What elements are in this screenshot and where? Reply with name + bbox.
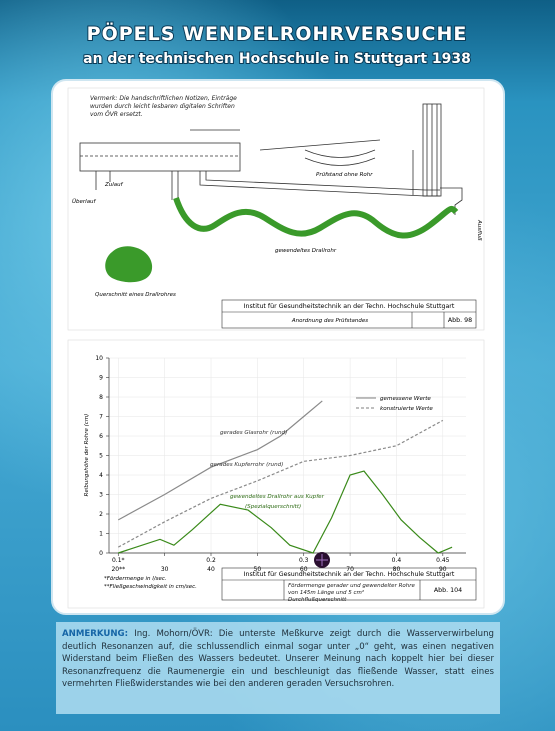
- label: Zulauf: [104, 182, 124, 188]
- label: gewendeltes Drallrohr: [275, 248, 337, 254]
- annotation: gerades Glasrohr (rund): [220, 430, 287, 436]
- x-tick-label: 90: [439, 566, 447, 573]
- label: Prüfstand ohne Rohr: [316, 172, 373, 178]
- note-panel: [56, 622, 500, 714]
- y-tick-label: 7: [99, 414, 103, 421]
- note-text: Ing. Mohorn/ÖVR: Die unterste Meßkurve z…: [62, 629, 494, 690]
- y-tick-label: 3: [99, 492, 103, 499]
- remark: Vermerk: Die handschriftlichen Notizen, …: [90, 95, 237, 118]
- note: **Fließgeschwindigkeit in cm/sec.: [104, 584, 197, 590]
- diagram-frame: [67, 87, 485, 331]
- note: *Fördermenge in l/sec.: [104, 576, 167, 582]
- marker-cross: [316, 554, 328, 566]
- subtitle: an der technischen Hochschule in Stuttga…: [83, 51, 471, 67]
- y-axis-label: Reibungshöhe der Rohre (cm): [84, 414, 90, 497]
- note-label: ANMERKUNG:: [62, 629, 129, 639]
- x2-tick-label: 0.3: [299, 557, 309, 564]
- chart: 0 1 2 3 4 5 6 7 8 9 10 20** 30 40 50 60 70 80 90 0.1* 0.2 0.3…: [95, 355, 466, 573]
- figure: Abb. 104: [434, 587, 462, 594]
- label: Querschnitt eines Drallrohres: [95, 292, 176, 298]
- annotation: (Spezialquerschnitt): [245, 504, 301, 510]
- y-tick-label: 10: [95, 355, 103, 362]
- cross-section: [105, 246, 153, 283]
- y-tick-label: 9: [99, 375, 103, 382]
- y-tick-label: 5: [99, 453, 103, 460]
- coil-pipe: [173, 197, 459, 239]
- y-tick-label: 4: [99, 472, 103, 479]
- x2-tick-label: 0.1*: [112, 557, 125, 564]
- x-tick-label: 60: [300, 566, 308, 573]
- label: Überlauf: [72, 198, 97, 205]
- y-tick-label: 2: [99, 511, 103, 518]
- x-tick-label: 50: [254, 566, 262, 573]
- y-tick-label: 0: [99, 550, 103, 557]
- x2-tick-label: 0.4: [392, 557, 402, 564]
- x-tick-label: 80: [393, 566, 401, 573]
- x-tick-label: 40: [207, 566, 215, 573]
- card: [51, 79, 505, 615]
- series-line: [117, 400, 323, 521]
- note: ANMERKUNG: Ing. Mohorn/ÖVR: Die unterste…: [62, 628, 494, 691]
- caption: Anordnung des Prüfstandes: [291, 318, 368, 324]
- x-tick-label: 70: [346, 566, 354, 573]
- figure: Abb. 98: [448, 317, 472, 324]
- series-line: [117, 419, 444, 548]
- annotation: gerades Kupferrohr (rund): [210, 462, 283, 468]
- series-line: [118, 470, 453, 554]
- x-tick-label: 30: [161, 566, 169, 573]
- x-tick-label: 20**: [111, 566, 125, 573]
- legend-label: gemessene Werte: [380, 396, 431, 402]
- x2-tick-label: 0.45: [436, 557, 450, 564]
- x2-tick-label: 0.2: [206, 557, 216, 564]
- annotation: gewendeltes Drallrohr aus Kupfer: [230, 494, 325, 500]
- title: PÖPELS WENDELROHRVERSUCHE: [87, 21, 468, 45]
- legend-label: konstruierte Werte: [380, 406, 433, 412]
- institute: Institut für Gesundheitstechnik an der T…: [244, 571, 455, 578]
- y-tick-label: 1: [99, 531, 103, 538]
- title-block: [221, 567, 477, 601]
- y-tick-label: 8: [99, 394, 103, 401]
- chart-frame: [67, 339, 485, 609]
- y-tick-label: 6: [99, 433, 103, 440]
- caption: Fördermenge gerader und gewendelter Rohr…: [288, 583, 415, 603]
- title-block: [221, 299, 477, 329]
- label: Ausfluß: [476, 219, 482, 241]
- institute: Institut für Gesundheitstechnik an der T…: [244, 303, 455, 310]
